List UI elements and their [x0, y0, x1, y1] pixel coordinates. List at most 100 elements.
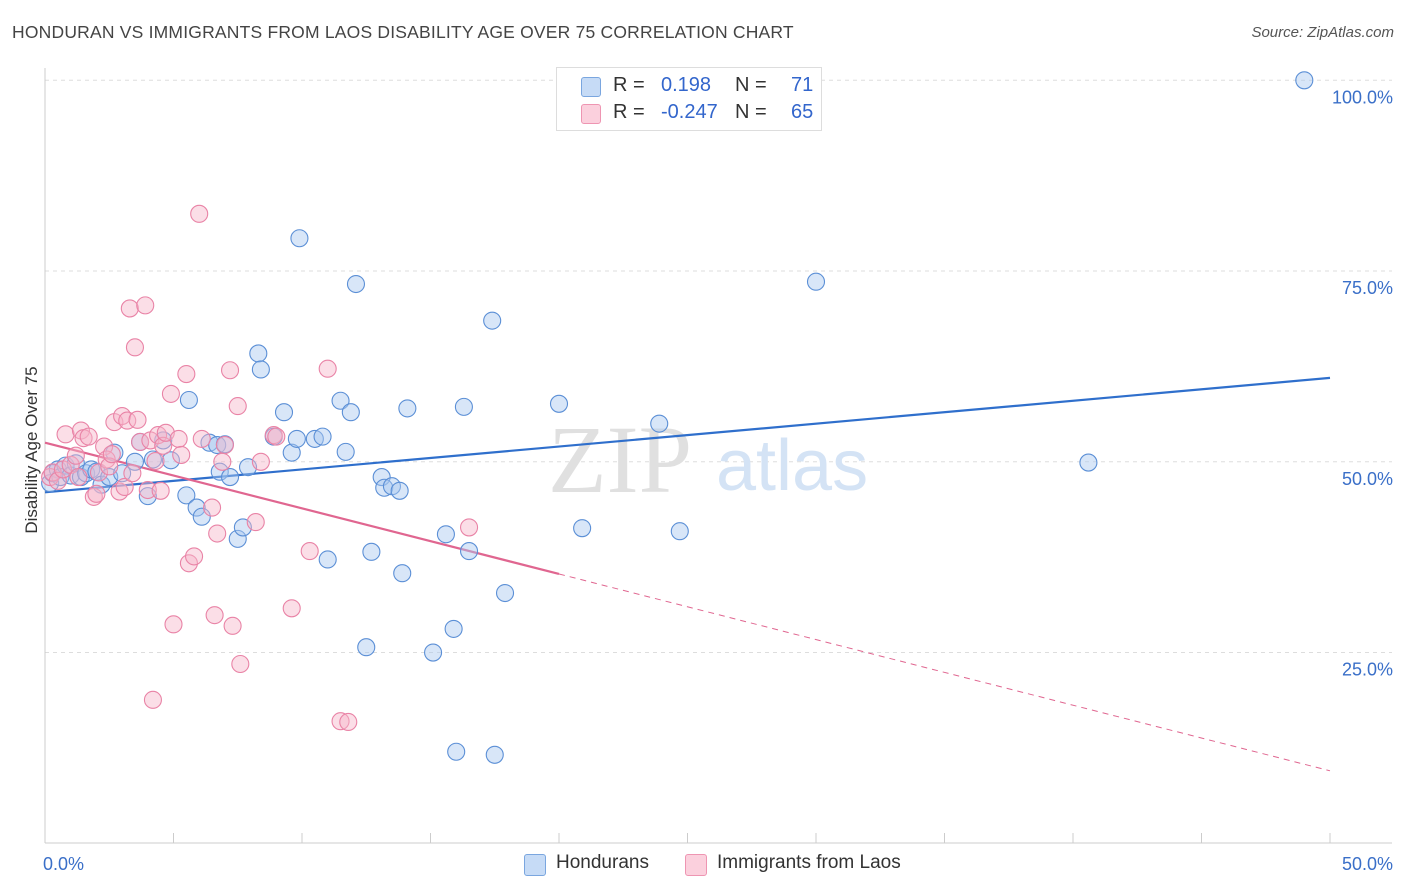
point-hondurans: [393, 564, 412, 583]
legend-r-value: 0.198: [661, 74, 712, 96]
point-laos: [246, 513, 265, 532]
point-hondurans: [249, 344, 268, 363]
point-hondurans: [220, 468, 240, 487]
point-laos: [215, 435, 234, 455]
point-hondurans: [549, 394, 569, 413]
point-hondurans: [375, 478, 394, 497]
point-hondurans: [331, 391, 350, 410]
point-laos: [56, 425, 75, 444]
chart-title: HONDURAN VS IMMIGRANTS FROM LAOS DISABIL…: [12, 22, 794, 42]
point-hondurans: [208, 435, 227, 455]
point-laos: [48, 471, 67, 490]
watermark-atlas: atlas: [716, 426, 868, 506]
point-hondurans: [483, 311, 502, 330]
y-tick-label: 100.0%: [1332, 87, 1393, 107]
trend-line-laos-extension: [558, 573, 1331, 772]
point-laos: [203, 498, 222, 517]
point-laos: [220, 361, 240, 380]
point-hondurans: [228, 529, 247, 548]
point-laos: [172, 445, 191, 464]
data-points: [41, 71, 1314, 764]
source-label: Source: ZipAtlas.com: [1251, 24, 1394, 41]
point-hondurans: [318, 550, 337, 569]
point-hondurans: [290, 229, 309, 248]
point-laos: [251, 452, 270, 471]
point-hondurans: [192, 507, 211, 526]
point-laos: [79, 427, 98, 446]
point-laos: [331, 712, 350, 731]
point-laos: [192, 429, 211, 448]
point-laos: [118, 411, 137, 430]
point-hondurans: [341, 403, 360, 422]
point-hondurans: [287, 429, 306, 448]
point-hondurans: [372, 468, 391, 487]
point-laos: [84, 487, 103, 506]
point-hondurans: [806, 272, 826, 291]
y-axis-label: Disability Age Over 75: [22, 366, 41, 534]
point-hondurans: [1079, 453, 1098, 472]
point-hondurans: [179, 390, 198, 410]
point-laos: [231, 654, 250, 674]
point-laos: [138, 480, 157, 500]
legend-n-value: 65: [791, 101, 814, 123]
point-laos: [115, 477, 134, 497]
point-hondurans: [495, 583, 515, 603]
point-laos: [223, 616, 242, 635]
point-hondurans: [424, 643, 443, 662]
point-laos: [136, 296, 155, 315]
watermark-zip: ZIP: [548, 406, 692, 513]
legend-r-value: -0.247: [661, 101, 718, 123]
point-hondurans: [398, 399, 417, 418]
legend-swatch-hondurans: [581, 77, 601, 97]
point-hondurans: [390, 481, 409, 500]
point-hondurans: [187, 498, 206, 517]
point-laos: [164, 615, 183, 634]
point-hondurans: [125, 452, 144, 471]
point-laos: [208, 524, 227, 543]
point-laos: [190, 204, 209, 223]
point-laos: [459, 518, 479, 537]
point-hondurans: [346, 274, 366, 294]
y-tick-label: 50.0%: [1342, 469, 1393, 489]
legend-r-label: R =: [613, 74, 645, 96]
point-laos: [318, 359, 337, 378]
bottom-legend-swatch-hondurans: [524, 854, 546, 876]
legend-n-label: N =: [735, 101, 767, 123]
y-tick-label: 75.0%: [1342, 278, 1393, 298]
point-laos: [125, 338, 144, 357]
point-laos: [146, 451, 165, 471]
point-laos: [185, 547, 204, 566]
point-hondurans: [436, 525, 455, 544]
bottom-legend-label: Immigrants from Laos: [717, 852, 901, 873]
point-laos: [97, 450, 116, 469]
point-hondurans: [573, 519, 592, 538]
legend-n-label: N =: [735, 74, 767, 96]
legend-r-label: R =: [613, 101, 645, 123]
bottom-legend-label: Hondurans: [556, 852, 649, 873]
point-hondurans: [1295, 71, 1314, 90]
point-laos: [177, 365, 196, 384]
point-laos: [102, 445, 121, 464]
point-laos: [267, 427, 286, 446]
legend-n-value: 71: [791, 74, 814, 96]
y-tick-label: 25.0%: [1342, 660, 1393, 680]
point-hondurans: [485, 745, 504, 764]
point-hondurans: [251, 360, 270, 379]
trend-line-hondurans: [44, 376, 1331, 494]
point-hondurans: [362, 542, 381, 561]
point-laos: [169, 429, 188, 448]
point-hondurans: [177, 486, 196, 505]
point-laos: [151, 481, 170, 500]
point-laos: [69, 468, 88, 487]
point-laos: [228, 397, 247, 416]
x-tick-label: 0.0%: [43, 854, 84, 874]
point-hondurans: [313, 427, 332, 446]
point-hondurans: [459, 542, 479, 561]
point-laos: [282, 599, 301, 618]
point-hondurans: [650, 414, 669, 433]
point-laos: [120, 299, 139, 318]
point-hondurans: [336, 442, 355, 461]
point-laos: [339, 712, 358, 732]
point-hondurans: [444, 619, 463, 638]
